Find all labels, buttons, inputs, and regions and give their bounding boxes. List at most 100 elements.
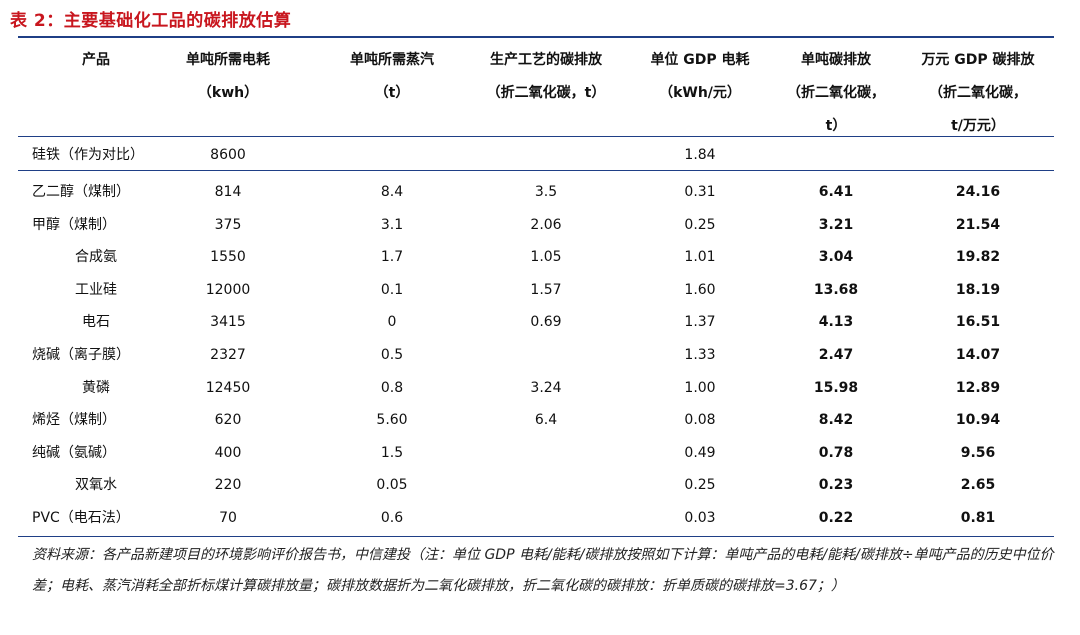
table-cell: 8600 [210,147,246,163]
table-cell: 2.65 [960,477,996,494]
table-cell: 3.21 [818,216,854,233]
column-header: 万元 GDP 碳排放 （折二氧化碳， t/万元） [888,44,1068,143]
column-header: 产品 [21,44,171,77]
table-cell: 12.89 [955,379,1001,396]
table-cell: 70 [219,510,237,526]
table-row: 电石 3415 0 0.69 1.37 4.13 16.51 [0,306,1080,338]
table-row: 工业硅 12000 0.1 1.57 1.60 13.68 18.19 [0,274,1080,306]
table-cell: 1.84 [684,147,716,163]
table-bottom-rule [18,536,1054,537]
table-cell: 9.56 [960,444,996,461]
table-cell: 18.19 [955,281,1001,298]
table-cell: 1.33 [684,347,716,363]
table-cell: 0.31 [684,184,716,200]
table-cell: 1550 [210,249,246,266]
table-cell: 1.7 [380,249,404,266]
table-row: 合成氨 1550 1.7 1.05 1.01 3.04 19.82 [0,241,1080,273]
table-cell: 0.03 [684,510,716,526]
table-cell: 乙二醇（煤制） [32,184,130,200]
table-row: 双氧水 220 0.05 0.25 0.23 2.65 [0,469,1080,501]
table-cell: 3.1 [380,216,404,233]
table-cell: 0.81 [960,510,996,526]
table-cell: 1.5 [380,444,404,461]
source-footnote: 资料来源：各产品新建项目的环境影响评价报告书，中信建投（注：单位 GDP 电耗/… [32,547,1054,594]
table-cell: 纯碱（氨碱） [32,444,116,461]
table-cell: 合成氨 [75,249,117,266]
table-cell: 0.08 [684,412,716,429]
table-cell [322,139,462,171]
table-row: 纯碱（氨碱） 400 1.5 0.49 0.78 9.56 [0,437,1080,469]
table-cell: 3.24 [530,379,562,396]
table-cell: 814 [214,184,242,200]
column-header: 单吨碳排放 （折二氧化碳， t） [761,44,911,143]
table-cell: 1.01 [684,249,716,266]
table-cell [461,437,631,469]
table-cell [461,469,631,501]
table-title: 表 2：主要基础化工品的碳排放估算 [10,11,292,31]
table-row: 烧碱（离子膜） 2327 0.5 1.33 2.47 14.07 [0,339,1080,371]
table-cell: 2.47 [818,347,854,363]
table-row: 硅铁（作为对比） 8600 1.84 [0,139,1080,171]
table-row: 甲醇（煤制） 375 3.1 2.06 0.25 3.21 21.54 [0,209,1080,241]
table-cell [461,139,631,171]
table-cell: 620 [214,412,242,429]
table-cell: 21.54 [955,216,1001,233]
table-cell: 3.04 [818,249,854,266]
column-header-line: （kwh） [197,85,259,101]
table-row: PVC（电石法） 70 0.6 0.03 0.22 0.81 [0,502,1080,534]
table-cell [888,139,1068,171]
column-header-line: （折二氧化碳， [787,85,885,101]
table-cell: 14.07 [955,347,1001,363]
column-header-line: （t） [374,85,410,101]
column-header-line: 单吨碳排放 [801,52,871,68]
table-cell: PVC（电石法） [32,510,130,526]
table-cell: 黄磷 [82,379,110,396]
column-header-line: t） [825,118,847,134]
table-cell: 0.05 [376,477,408,494]
table-cell: 12000 [205,281,251,298]
column-header-line: （折二氧化碳，t） [486,85,606,101]
table-row: 乙二醇（煤制） 814 8.4 3.5 0.31 6.41 24.16 [0,176,1080,208]
table-top-rule [18,36,1054,38]
column-header: 生产工艺的碳排放 （折二氧化碳，t） [461,44,631,110]
column-header: 单吨所需蒸汽 （t） [322,44,462,110]
column-header-line: t/万元） [951,118,1005,134]
table-cell: 15.98 [813,379,859,396]
table-cell: 0.25 [684,477,716,494]
table-cell: 220 [214,477,242,494]
table-cell: 0.69 [530,314,562,331]
table-cell: 1.60 [684,281,716,298]
table-cell: 电石 [82,314,110,331]
table-cell: 0.6 [380,510,404,526]
table-cell: 0.1 [380,281,404,298]
table-cell: 0.5 [380,347,404,363]
table-cell: 375 [214,216,242,233]
table-cell: 0.25 [684,216,716,233]
table-cell: 10.94 [955,412,1001,429]
table-cell: 19.82 [955,249,1001,266]
table-cell: 0.23 [818,477,854,494]
table-cell: 1.37 [684,314,716,331]
table-cell: 4.13 [818,314,854,331]
column-header-line: 万元 GDP 碳排放 [921,52,1035,68]
table-cell: 烯烃（煤制） [32,412,116,429]
table-cell: 0.8 [380,379,404,396]
table-cell: 6.41 [818,184,854,200]
column-header-line: （kWh/元） [659,85,741,101]
table-cell: 13.68 [813,281,859,298]
table-cell: 3.5 [534,184,558,200]
table-cell: 5.60 [376,412,408,429]
table-cell: 8.42 [818,412,854,429]
table-row: 黄磷 12450 0.8 3.24 1.00 15.98 12.89 [0,372,1080,404]
table-cell: 16.51 [955,314,1001,331]
table-cell: 甲醇（煤制） [32,216,116,233]
table-cell: 烧碱（离子膜） [32,347,130,363]
table-cell: 硅铁（作为对比） [32,147,144,163]
table-cell: 1.00 [684,379,716,396]
table-cell: 2327 [210,347,246,363]
table-cell: 0.22 [818,510,854,526]
column-header-line: 单吨所需蒸汽 [350,52,434,68]
table-cell: 8.4 [380,184,404,200]
table-cell: 0.78 [818,444,854,461]
table-cell: 1.05 [530,249,562,266]
